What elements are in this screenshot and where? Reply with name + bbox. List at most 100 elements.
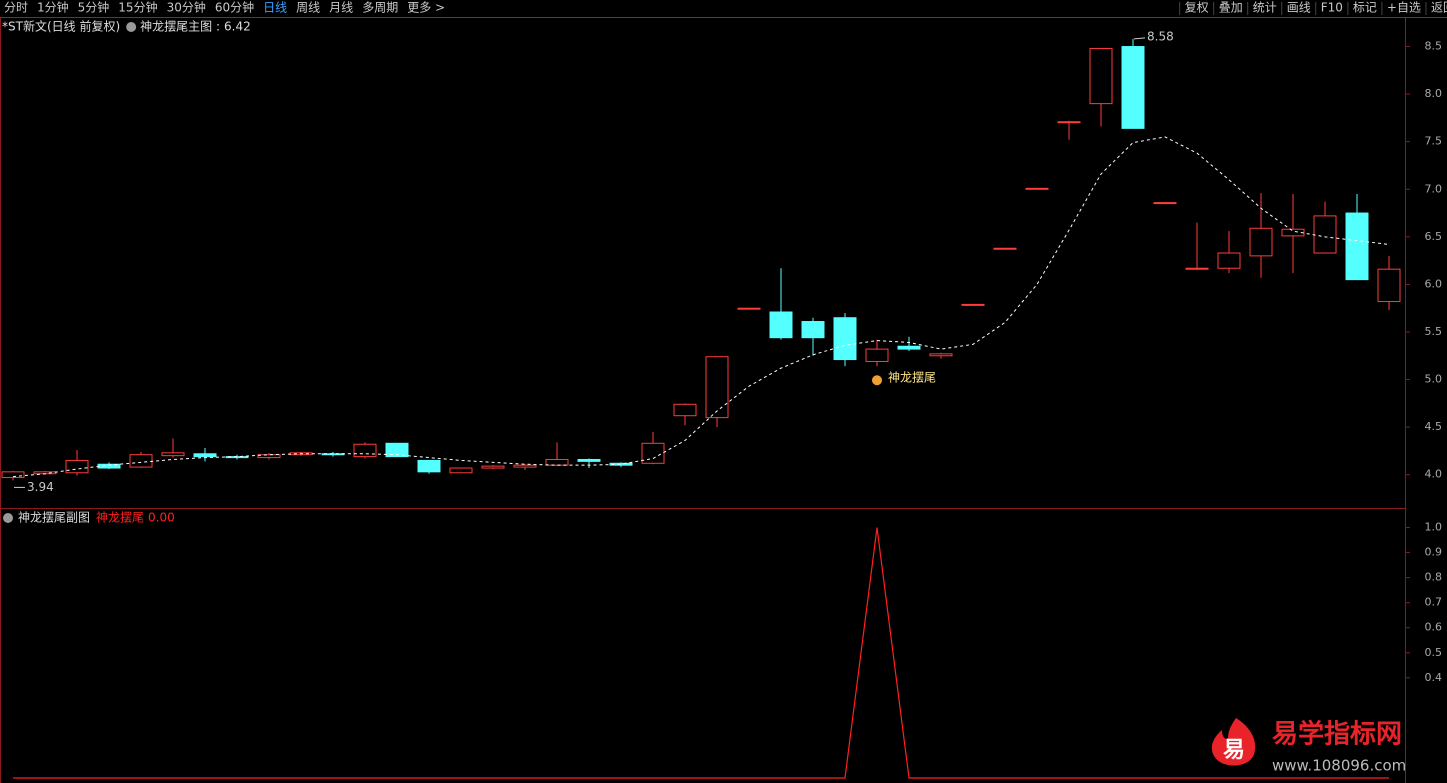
candle-body — [769, 311, 793, 339]
y-tick-label: 0.5 — [1425, 646, 1443, 659]
candle-body — [257, 454, 281, 459]
toolbar-item[interactable]: 周线 — [296, 1, 320, 15]
candle-body — [705, 356, 729, 419]
candle-body — [609, 462, 633, 466]
candle-body — [65, 459, 89, 474]
indicator-value: 6.42 — [224, 20, 251, 34]
candle-body — [449, 467, 473, 474]
candle-body — [833, 317, 857, 361]
main-chart: 4.0 4.5 5.0 5.5 6.0 6.5 7.0 7.5 8.0 8.5 *ST新文(日线 前… — [1, 19, 1443, 494]
toolbar-item[interactable]: 月线 — [329, 1, 353, 15]
indicator-icon — [3, 513, 13, 523]
toolbar-item[interactable]: 统计 — [1253, 1, 1277, 15]
sub-chart: 1.0 0.9 0.8 0.7 0.6 0.5 0.4 神龙摆尾副图 神龙摆尾 0.00 — [3, 511, 1442, 779]
candle-body — [641, 442, 665, 464]
candle-body — [865, 348, 889, 362]
candle-body — [929, 353, 953, 357]
watermark-icon-text: 易 — [1223, 738, 1245, 763]
y-tick-label: 8.0 — [1425, 87, 1443, 100]
candle-body — [577, 458, 601, 462]
candle-body — [417, 459, 441, 473]
candle-body — [1313, 215, 1337, 254]
toolbar-item[interactable]: 分时 — [4, 1, 28, 15]
toolbar-item[interactable]: 返回 — [1431, 1, 1447, 15]
high-pointer — [1133, 37, 1146, 40]
candle-body — [225, 456, 249, 459]
legend-entry: 神龙摆尾 — [96, 511, 144, 525]
candle-body — [673, 403, 697, 417]
y-tick-label: 8.5 — [1425, 40, 1443, 53]
candle-body — [1185, 267, 1209, 270]
candle-body — [513, 464, 537, 468]
ma-line — [12, 136, 1390, 478]
toolbar-item[interactable]: 5分钟 — [78, 0, 110, 15]
candle-body — [161, 452, 185, 457]
indicator-line — [13, 527, 1389, 779]
toolbar-item[interactable]: 15分钟 — [118, 0, 157, 15]
signal-icon — [872, 375, 882, 386]
watermark-title: 易学指标网 — [1272, 719, 1402, 750]
legend-value: 0.00 — [148, 511, 175, 525]
candle-body — [1057, 121, 1081, 124]
candle-body — [801, 321, 825, 339]
indicator-icon — [126, 22, 137, 32]
candle-body — [385, 442, 409, 458]
toolbar-item[interactable]: 1分钟 — [37, 0, 69, 15]
y-tick-label: 0.7 — [1425, 596, 1443, 609]
watermark-url: www.108096.com — [1272, 757, 1406, 775]
candle-body — [1025, 187, 1049, 190]
y-tick-label: 7.5 — [1425, 135, 1443, 148]
watermark-icon — [1211, 718, 1256, 766]
candle-body — [193, 453, 217, 458]
toolbar-item[interactable]: 画线 — [1287, 1, 1311, 15]
y-tick-label: 4.0 — [1425, 468, 1443, 481]
low-label: 3.94 — [27, 480, 54, 494]
candle-body — [1281, 228, 1305, 237]
high-label: 8.58 — [1147, 29, 1174, 43]
candle-body — [353, 443, 377, 458]
candle-body — [897, 345, 921, 350]
chart-title: 神龙摆尾副图 — [18, 511, 90, 525]
toolbar-item[interactable]: 30分钟 — [167, 0, 206, 15]
candle-body — [737, 307, 761, 310]
candle-body — [961, 303, 985, 306]
candle-body — [993, 247, 1017, 250]
candle-body — [129, 454, 153, 468]
candle-body — [1, 471, 25, 479]
toolbar-item[interactable]: +自选 — [1387, 1, 1421, 15]
candle-body — [1345, 212, 1369, 281]
y-tick-label: 7.0 — [1425, 182, 1443, 195]
candle-body — [1377, 268, 1401, 303]
toolbar-item[interactable]: 叠加 — [1219, 1, 1243, 15]
toolbar-item[interactable]: 60分钟 — [215, 0, 254, 15]
y-tick-label: 0.8 — [1425, 571, 1443, 584]
y-tick-label: 5.5 — [1425, 325, 1443, 338]
toolbar-item[interactable]: 复权 — [1185, 1, 1209, 15]
y-tick-label: 0.4 — [1425, 671, 1443, 684]
y-tick-label: 5.0 — [1425, 373, 1443, 386]
toolbar-item[interactable]: 标记 — [1353, 1, 1377, 15]
toolbar-item[interactable]: 多周期 — [362, 1, 398, 15]
candle-body — [1089, 47, 1113, 105]
y-tick-label: 1.0 — [1425, 521, 1443, 534]
y-tick-label: 0.6 — [1425, 621, 1443, 634]
toolbar-item[interactable]: F10 — [1321, 1, 1343, 15]
candle-body — [545, 458, 569, 466]
signal-label: 神龙摆尾 — [888, 371, 936, 385]
candle-body — [1153, 202, 1177, 205]
candle-body — [481, 465, 505, 469]
y-tick-label: 6.0 — [1425, 277, 1443, 290]
y-tick-label: 6.5 — [1425, 230, 1443, 243]
candle-body — [1249, 227, 1273, 257]
indicator-name: 神龙摆尾主图 : — [140, 20, 220, 34]
toolbar-item[interactable]: 日线 — [263, 1, 287, 15]
y-tick-label: 4.5 — [1425, 420, 1443, 433]
candle-body — [1217, 252, 1241, 269]
chart-title: *ST新文(日线 前复权) — [2, 19, 120, 34]
candle-body — [1121, 46, 1145, 129]
watermark: 易 易学指标网 www.108096.com — [1211, 718, 1406, 775]
toolbar-item[interactable]: 更多 > — [407, 1, 445, 15]
y-tick-label: 0.9 — [1425, 546, 1443, 559]
